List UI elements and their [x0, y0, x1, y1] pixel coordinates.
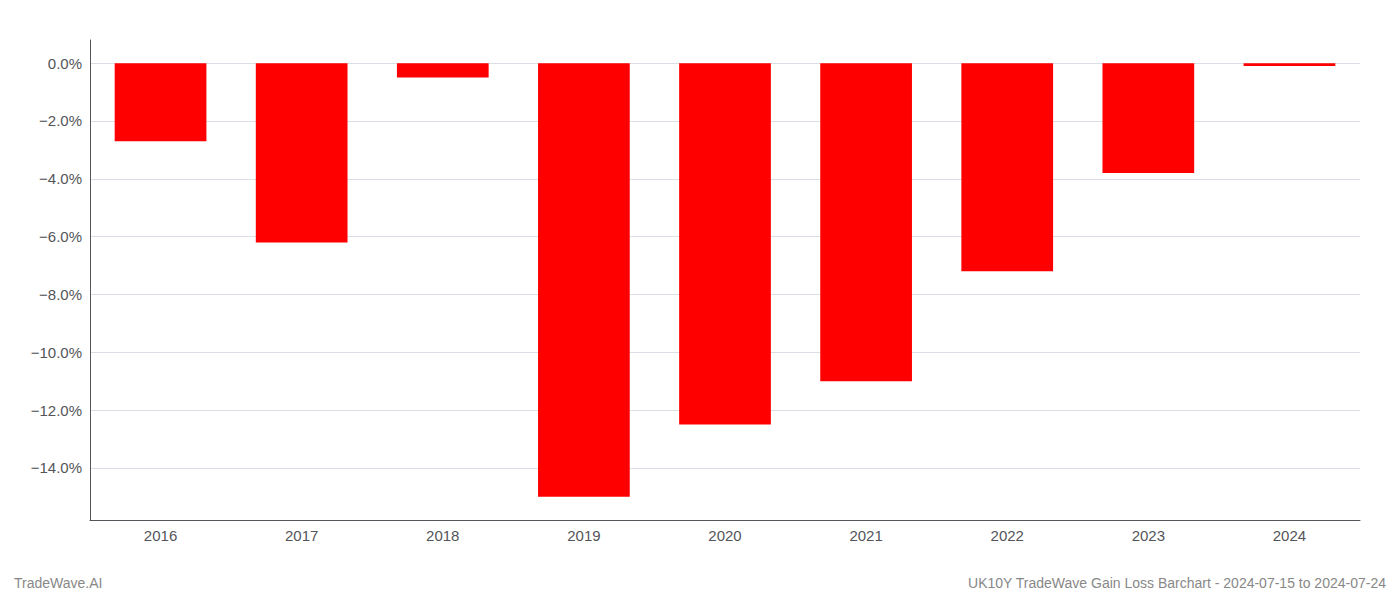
svg-text:−2.0%: −2.0%	[39, 112, 82, 129]
svg-text:2018: 2018	[426, 527, 459, 544]
svg-text:−14.0%: −14.0%	[31, 459, 82, 476]
svg-text:−8.0%: −8.0%	[39, 286, 82, 303]
svg-text:−4.0%: −4.0%	[39, 170, 82, 187]
svg-text:TradeWave.AI: TradeWave.AI	[14, 575, 102, 591]
svg-text:−10.0%: −10.0%	[31, 344, 82, 361]
svg-text:−6.0%: −6.0%	[39, 228, 82, 245]
svg-text:2020: 2020	[708, 527, 741, 544]
svg-text:2022: 2022	[991, 527, 1024, 544]
svg-text:2016: 2016	[144, 527, 177, 544]
svg-text:2024: 2024	[1273, 527, 1306, 544]
svg-text:0.0%: 0.0%	[48, 55, 82, 72]
svg-text:−12.0%: −12.0%	[31, 402, 82, 419]
svg-text:2023: 2023	[1132, 527, 1165, 544]
svg-text:2019: 2019	[567, 527, 600, 544]
svg-text:UK10Y TradeWave Gain Loss Barc: UK10Y TradeWave Gain Loss Barchart - 202…	[968, 575, 1386, 591]
svg-text:2017: 2017	[285, 527, 318, 544]
svg-text:2021: 2021	[849, 527, 882, 544]
